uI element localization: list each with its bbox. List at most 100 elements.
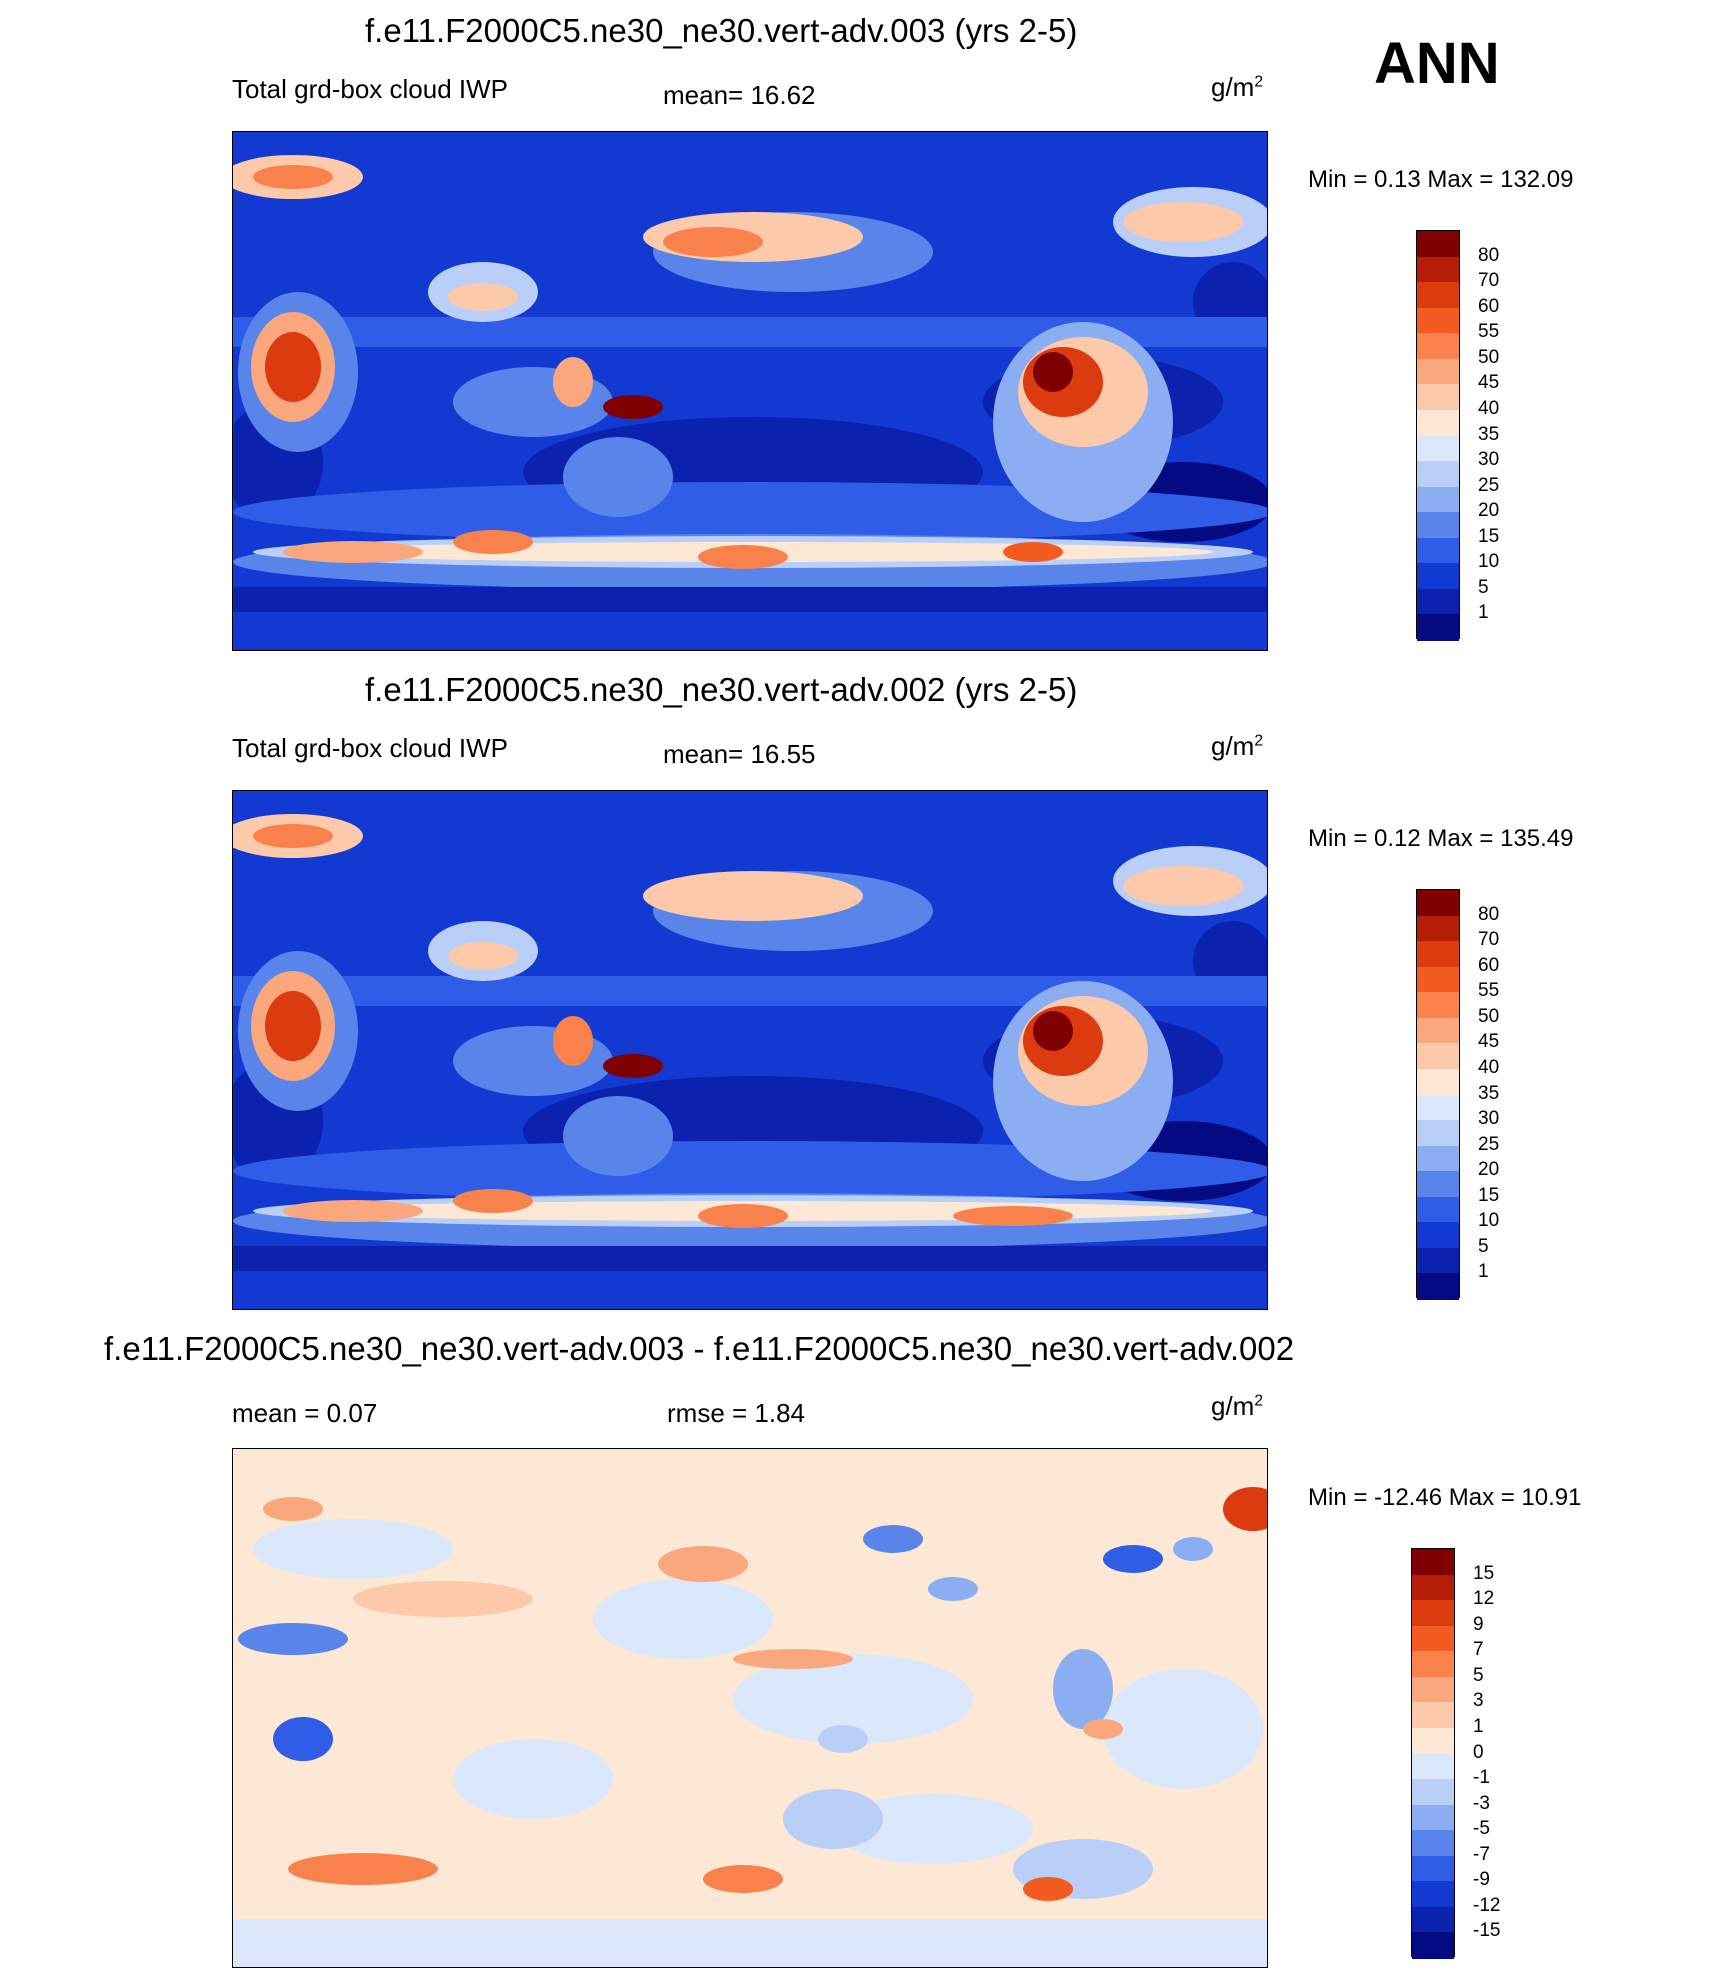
panel-1-map: [232, 131, 1268, 651]
panel-2-colorbar-swatch: [1417, 915, 1459, 942]
panel-3-title: f.e11.F2000C5.ne30_ne30.vert-adv.003 - f…: [104, 1330, 1295, 1367]
panel-2-map-field: [233, 791, 1267, 1309]
season-label: ANN: [1374, 31, 1500, 96]
panel-1-colorbar-swatch: [1417, 384, 1459, 411]
panel-2-colorbar-swatch: [1417, 1145, 1459, 1172]
panel-2-colorbar-tick-label: 30: [1478, 1108, 1500, 1130]
panel-1-colorbar-tick-label: 10: [1478, 551, 1500, 573]
panel-3-colorbar-swatch: [1412, 1600, 1454, 1627]
panel-1-colorbar-swatch: [1417, 358, 1459, 385]
panel-1-variable-label: Total grd-box cloud IWP: [232, 74, 509, 104]
panel-3-colorbar-swatch: [1412, 1676, 1454, 1703]
panel-3-mean-label: mean = 0.07: [232, 1398, 378, 1428]
panel-3-colorbar-bar: [1411, 1548, 1455, 1959]
panel-1-map-field: [233, 132, 1267, 650]
panel-1-units: g/m2: [1211, 72, 1264, 102]
panel-1-colorbar-swatch: [1417, 307, 1459, 334]
panel-3-colorbar-swatch: [1412, 1830, 1454, 1857]
panel-3-colorbar-tick-label: 15: [1473, 1562, 1495, 1584]
panel-2-colorbar-swatch: [1417, 966, 1459, 993]
panel-1-colorbar-tick-label: 25: [1478, 474, 1500, 496]
panel-3-colorbar-swatch: [1412, 1625, 1454, 1652]
panel-2-colorbar-tick-label: 80: [1478, 903, 1500, 925]
panel-1-colorbar: 80 70 60 55 50 45 40 35 30 25 20 15 10 5 1: [1416, 230, 1499, 641]
panel-1-minmax: Min = 0.13 Max = 132.09: [1308, 166, 1574, 193]
panel-1-colorbar-swatch: [1417, 512, 1459, 539]
panel-3-rmse-label: rmse = 1.84: [667, 1398, 806, 1428]
panel-1-colorbar-swatch: [1417, 333, 1459, 360]
panel-1-colorbar-tick-label: 30: [1478, 449, 1500, 471]
panel-3-colorbar-tick-label: -9: [1473, 1869, 1490, 1891]
panel-3-colorbar-tick-label: -3: [1473, 1792, 1490, 1814]
panel-1-title: f.e11.F2000C5.ne30_ne30.vert-adv.003 (yr…: [365, 12, 1078, 49]
panel-2-colorbar-swatch: [1417, 1171, 1459, 1198]
panel-1-colorbar-tick-label: 40: [1478, 397, 1500, 419]
panel-2-colorbar-swatch: [1417, 1196, 1459, 1223]
panel-2-colorbar-tick-label: 60: [1478, 954, 1500, 976]
panel-1-colorbar-tick-label: 60: [1478, 295, 1500, 317]
panel-3-colorbar-swatch: [1412, 1574, 1454, 1601]
panel-2-colorbar-tick-label: 5: [1478, 1235, 1489, 1257]
panel-3-map: [232, 1448, 1268, 1968]
panel-1-colorbar-swatch: [1417, 537, 1459, 564]
panel-2-minmax: Min = 0.12 Max = 135.49: [1308, 825, 1574, 852]
panel-2-colorbar: 80 70 60 55 50 45 40 35 30 25 20 15 10 5 1: [1416, 889, 1499, 1300]
panel-2-colorbar-swatch: [1417, 941, 1459, 968]
panel-1-colorbar-swatch: [1417, 435, 1459, 462]
panel-2-colorbar-tick-label: 40: [1478, 1056, 1500, 1078]
panel-3-colorbar-tick-label: -15: [1473, 1920, 1501, 1942]
panel-2-colorbar-swatch: [1417, 1017, 1459, 1044]
panel-1-colorbar-swatch: [1417, 614, 1459, 641]
panel-2-colorbar-swatch: [1417, 992, 1459, 1019]
panel-3-colorbar-swatch: [1412, 1549, 1454, 1576]
panel-2-variable-label: Total grd-box cloud IWP: [232, 733, 509, 763]
panel-3-colorbar-swatch: [1412, 1702, 1454, 1729]
panel-2-colorbar-swatch: [1417, 1094, 1459, 1121]
panel-3-colorbar-swatch: [1412, 1881, 1454, 1908]
panel-3-colorbar-swatch: [1412, 1932, 1454, 1959]
panel-2-colorbar-swatch: [1417, 1068, 1459, 1095]
panel-3-colorbar-swatch: [1412, 1855, 1454, 1882]
panel-2-colorbar-tick-label: 35: [1478, 1082, 1500, 1104]
panel-3-colorbar-tick-label: 9: [1473, 1613, 1484, 1635]
panel-3-colorbar-tick-label: -5: [1473, 1818, 1490, 1840]
panel-2-colorbar-swatch: [1417, 1120, 1459, 1147]
panel-2-colorbar-swatch: [1417, 1043, 1459, 1070]
panel-2-map: [232, 790, 1268, 1310]
panel-1-colorbar-swatch: [1417, 486, 1459, 513]
panel-1-mean-label: mean= 16.62: [663, 80, 816, 110]
panel-1-colorbar-tick-label: 35: [1478, 423, 1500, 445]
panel-2-colorbar-tick-label: 15: [1478, 1184, 1500, 1206]
panel-3-colorbar-tick-label: 5: [1473, 1664, 1484, 1686]
panel-3-colorbar-tick-label: 12: [1473, 1588, 1495, 1610]
panel-1-colorbar-tick-label: 55: [1478, 321, 1500, 343]
panel-2-colorbar-swatch: [1417, 1222, 1459, 1249]
panel-1-colorbar-tick-label: 50: [1478, 346, 1500, 368]
panel-3-colorbar-tick-label: 7: [1473, 1639, 1484, 1661]
panel-2-title: f.e11.F2000C5.ne30_ne30.vert-adv.002 (yr…: [365, 671, 1078, 708]
panel-1-colorbar-swatch: [1417, 563, 1459, 590]
panel-2-colorbar-tick-label: 45: [1478, 1031, 1500, 1053]
panel-2-colorbar-swatch: [1417, 890, 1459, 917]
panel-3-colorbar-tick-label: -1: [1473, 1767, 1490, 1789]
panel-2-colorbar-swatch: [1417, 1247, 1459, 1274]
panel-3-colorbar-tick-label: 1: [1473, 1715, 1484, 1737]
panel-1-colorbar-swatch: [1417, 282, 1459, 309]
panel-1-colorbar-swatch: [1417, 588, 1459, 615]
panel-2-colorbar-tick-label: 70: [1478, 929, 1500, 951]
panel-3-units: g/m2: [1211, 1391, 1264, 1421]
panel-1-colorbar-swatch: [1417, 256, 1459, 283]
panel-1-colorbar-swatch: [1417, 231, 1459, 258]
panel-1-colorbar-tick-label: 15: [1478, 525, 1500, 547]
panel-1-colorbar-tick-label: 70: [1478, 270, 1500, 292]
panel-3-colorbar-swatch: [1412, 1906, 1454, 1933]
panel-2-colorbar-tick-label: 50: [1478, 1005, 1500, 1027]
panel-3-colorbar-tick-label: 3: [1473, 1690, 1484, 1712]
panel-3-colorbar-swatch: [1412, 1727, 1454, 1754]
panel-2-colorbar-tick-label: 20: [1478, 1159, 1500, 1181]
panel-2-colorbar-tick-label: 25: [1478, 1133, 1500, 1155]
panel-1-colorbar-tick-label: 5: [1478, 576, 1489, 598]
panel-3-map-field: [233, 1449, 1267, 1967]
panel-1-colorbar-swatch: [1417, 461, 1459, 488]
panel-1-colorbar-tick-label: 45: [1478, 372, 1500, 394]
